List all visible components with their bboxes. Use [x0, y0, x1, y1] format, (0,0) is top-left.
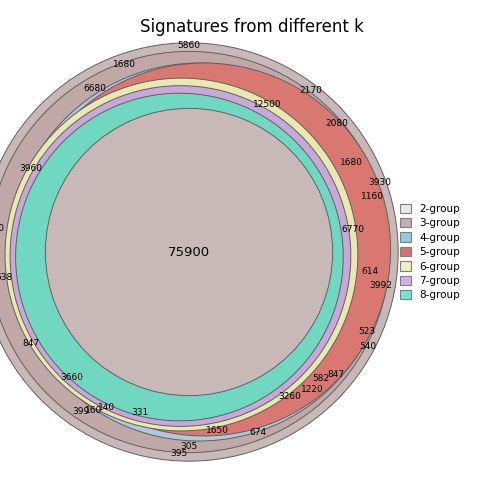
- Text: 75900: 75900: [168, 245, 210, 259]
- Text: 2170: 2170: [299, 86, 322, 95]
- Text: 12500: 12500: [253, 100, 282, 109]
- Text: 1220: 1220: [301, 385, 324, 394]
- Text: 3992: 3992: [369, 281, 393, 290]
- Text: 847: 847: [23, 339, 40, 348]
- Text: 614: 614: [362, 267, 379, 276]
- Text: 1030: 1030: [0, 224, 6, 232]
- Text: 395: 395: [170, 450, 187, 459]
- Text: 540: 540: [359, 342, 376, 351]
- Text: 305: 305: [180, 443, 198, 452]
- Circle shape: [16, 93, 343, 421]
- Text: 331: 331: [132, 408, 149, 417]
- Legend: 2-group, 3-group, 4-group, 5-group, 6-group, 7-group, 8-group: 2-group, 3-group, 4-group, 5-group, 6-gr…: [398, 202, 462, 302]
- Text: 140: 140: [98, 403, 115, 412]
- Text: 1680: 1680: [113, 59, 136, 69]
- Text: 3930: 3930: [368, 178, 391, 187]
- Circle shape: [10, 86, 351, 426]
- Text: 3960: 3960: [20, 163, 43, 172]
- Text: 1680: 1680: [340, 158, 363, 166]
- Text: 6770: 6770: [341, 224, 364, 233]
- Text: 3660: 3660: [60, 373, 83, 382]
- Text: 674: 674: [249, 427, 267, 436]
- Text: Signatures from different k: Signatures from different k: [140, 18, 364, 36]
- Text: 6680: 6680: [83, 85, 106, 93]
- Circle shape: [10, 63, 388, 441]
- Text: 2080: 2080: [325, 119, 348, 128]
- Text: 1160: 1160: [360, 192, 384, 201]
- Text: 160: 160: [85, 406, 103, 415]
- Text: 5860: 5860: [177, 41, 201, 50]
- Text: 538: 538: [0, 274, 13, 283]
- Text: 399: 399: [73, 407, 90, 416]
- Circle shape: [0, 43, 398, 461]
- Text: 847: 847: [327, 370, 344, 380]
- Text: 523: 523: [358, 327, 375, 336]
- Text: 3260: 3260: [279, 392, 301, 401]
- Text: 582: 582: [312, 374, 329, 384]
- Circle shape: [45, 108, 333, 396]
- Circle shape: [0, 51, 390, 453]
- Circle shape: [18, 63, 391, 436]
- Text: 1650: 1650: [206, 426, 229, 435]
- Circle shape: [5, 78, 358, 431]
